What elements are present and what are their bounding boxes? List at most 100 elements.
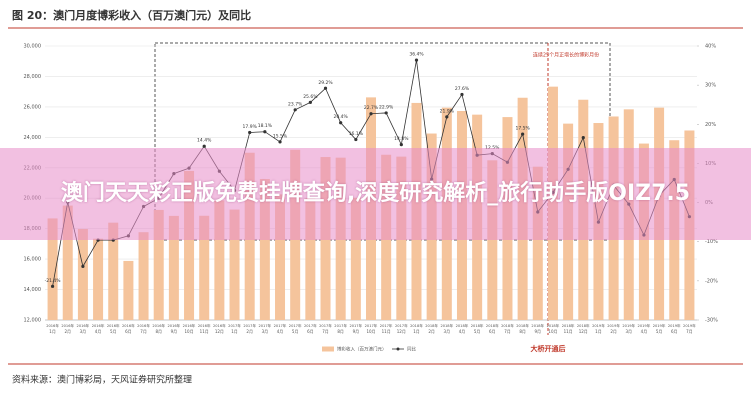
- x-tick-label: 6月: [671, 329, 678, 334]
- x-tick-year: 2016年: [107, 323, 120, 328]
- source: 资料来源：澳门博彩局，天风证券研究所整理: [12, 374, 192, 386]
- bar: [108, 222, 119, 320]
- bar: [305, 198, 316, 320]
- bar: [275, 194, 286, 320]
- line-marker: [81, 264, 85, 268]
- x-tick-year: 2017年: [274, 323, 287, 328]
- x-tick-label: 3月: [262, 329, 269, 334]
- x-tick-year: 2018年: [577, 323, 590, 328]
- legend-label: 博彩收入（百万澳门元）: [337, 346, 387, 353]
- x-tick-label: 8月: [519, 329, 526, 334]
- x-tick-label: 1月: [595, 329, 602, 334]
- annotation-text: 连续25个月正增长的博彩月份: [533, 52, 599, 59]
- x-tick-year: 2019年: [668, 323, 681, 328]
- line-marker: [369, 112, 373, 116]
- line-marker: [50, 284, 55, 288]
- x-tick-year: 2018年: [516, 323, 529, 328]
- x-tick-label: 4月: [277, 329, 284, 334]
- x-tick-year: 2017年: [349, 323, 362, 328]
- x-tick-label: 10月: [366, 329, 375, 334]
- x-tick-label: 2月: [610, 329, 617, 334]
- x-tick-label: 1月: [413, 329, 420, 334]
- data-label: 36.4%: [409, 52, 424, 58]
- x-tick-label: 8月: [155, 329, 162, 334]
- data-label: 14.8%: [394, 136, 409, 142]
- x-tick-label: 9月: [535, 329, 542, 334]
- chart-title: 图 20：澳门月度博彩收入（百万澳门元）及同比: [12, 8, 251, 22]
- line-marker: [521, 132, 525, 136]
- x-tick-year: 2017年: [395, 323, 408, 328]
- x-tick-year: 2018年: [425, 323, 438, 328]
- x-tick-label: 4月: [459, 329, 466, 334]
- line-marker: [248, 130, 252, 135]
- x-tick-label: 12月: [215, 329, 224, 334]
- x-tick-label: 2月: [246, 329, 253, 334]
- x-tick-label: 5月: [474, 329, 481, 334]
- x-tick-label: 3月: [625, 329, 632, 334]
- x-tick-year: 2018年: [456, 323, 469, 328]
- x-tick-year: 2017年: [289, 323, 302, 328]
- x-tick-year: 2016年: [137, 323, 150, 328]
- bar: [62, 205, 73, 320]
- x-tick-year: 2016年: [46, 323, 59, 328]
- line-marker: [339, 121, 343, 125]
- x-tick-year: 2016年: [122, 323, 135, 328]
- bar: [214, 200, 225, 320]
- y-tick-label: 14,000: [24, 287, 42, 293]
- data-label: 17.9%: [243, 124, 258, 130]
- x-tick-year: 2016年: [61, 323, 74, 328]
- data-label: -21.4%: [45, 278, 62, 284]
- line-marker: [278, 140, 282, 144]
- y-tick-label: 24,000: [24, 135, 42, 141]
- x-tick-year: 2017年: [258, 323, 271, 328]
- x-tick-year: 2017年: [319, 323, 332, 328]
- bar: [487, 160, 498, 320]
- line-marker: [445, 115, 449, 119]
- x-tick-year: 2018年: [471, 323, 484, 328]
- x-tick-label: 6月: [307, 329, 314, 334]
- x-tick-year: 2017年: [334, 323, 347, 328]
- line-marker: [202, 144, 206, 148]
- data-label: 29.2%: [318, 80, 333, 86]
- banner-text: 澳门天天彩正版免费挂牌查询,深度研究解析_旅行助手版OIZ7.5: [60, 181, 691, 206]
- bar: [229, 209, 240, 320]
- line-marker: [323, 86, 328, 90]
- y-tick-label: 30,000: [24, 44, 42, 50]
- line-marker: [354, 137, 358, 142]
- x-tick-label: 6月: [125, 329, 132, 334]
- x-tick-label: 9月: [171, 329, 178, 334]
- x-tick-label: 2月: [64, 329, 71, 334]
- x-tick-year: 2017年: [304, 323, 317, 328]
- x-tick-label: 1月: [231, 329, 238, 334]
- y-tick-label: 28,000: [24, 74, 42, 80]
- bar: [153, 209, 164, 320]
- data-label: 22.9%: [379, 104, 394, 110]
- line-marker: [293, 108, 297, 112]
- y-tick-label: 16,000: [24, 257, 42, 263]
- x-tick-year: 2016年: [198, 323, 211, 328]
- x-tick-label: 3月: [80, 329, 87, 334]
- x-tick-year: 2016年: [168, 323, 181, 328]
- x-tick-year: 2019年: [592, 323, 605, 328]
- x-tick-label: 11月: [382, 329, 391, 334]
- x-tick-label: 11月: [564, 329, 573, 334]
- line-marker: [308, 100, 312, 104]
- data-label: 16.1%: [349, 131, 364, 137]
- data-label: 22.7%: [364, 105, 379, 111]
- x-tick-year: 2018年: [410, 323, 423, 328]
- y2-tick-label: -20%: [705, 278, 718, 284]
- x-tick-label: 5月: [656, 329, 663, 334]
- x-tick-label: 1月: [49, 329, 56, 334]
- bar: [199, 215, 210, 320]
- x-tick-year: 2019年: [622, 323, 635, 328]
- x-tick-year: 2016年: [183, 323, 196, 328]
- x-tick-year: 2019年: [683, 323, 696, 328]
- bar: [184, 170, 195, 320]
- x-tick-year: 2016年: [213, 323, 226, 328]
- line-marker: [414, 58, 419, 62]
- x-tick-year: 2019年: [653, 323, 666, 328]
- x-tick-label: 5月: [110, 329, 117, 334]
- bar: [93, 238, 104, 320]
- x-tick-year: 2019年: [638, 323, 651, 328]
